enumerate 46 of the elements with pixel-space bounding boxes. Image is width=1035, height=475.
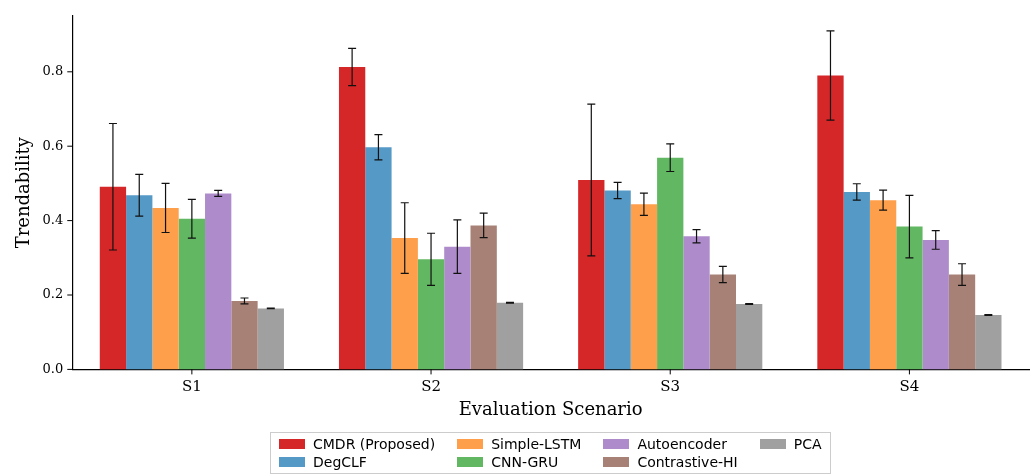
y-tick-label: 0.8 (42, 63, 64, 79)
bar (843, 191, 870, 370)
bar (683, 236, 710, 370)
y-tick-label: 0.2 (42, 286, 64, 302)
bar (630, 204, 658, 370)
x-tick-label: S4 (899, 377, 920, 396)
y-tick-label: 0.4 (42, 211, 64, 227)
legend-label: DegCLF (313, 454, 367, 470)
bar (391, 238, 418, 370)
bar (152, 207, 179, 370)
x-tick-label: S3 (660, 377, 681, 396)
legend-label: CMDR (Proposed) (313, 436, 436, 452)
bar (817, 75, 844, 370)
legend-label: PCA (793, 436, 822, 452)
bar (975, 315, 1002, 370)
legend-label: Simple-LSTM (491, 436, 582, 452)
bar (126, 195, 153, 370)
bar (338, 66, 366, 370)
bar (709, 274, 736, 370)
bar (205, 193, 232, 370)
bar (365, 147, 392, 370)
bar (257, 308, 284, 370)
bar (470, 225, 497, 370)
y-axis-title: Trendability (12, 136, 34, 249)
bar (178, 218, 206, 370)
bar (657, 157, 684, 370)
bar (948, 274, 976, 370)
bar (99, 186, 127, 370)
bar (231, 300, 258, 370)
legend-label: CNN-GRU (491, 454, 559, 470)
x-axis-title: Evaluation Scenario (458, 397, 643, 419)
bar (444, 246, 471, 370)
bar (578, 180, 605, 370)
bar (896, 226, 923, 370)
bar (869, 200, 897, 370)
bar (417, 259, 445, 370)
bar (922, 239, 949, 370)
x-tick-label: S1 (181, 377, 202, 396)
y-tick-label: 0.0 (42, 360, 64, 376)
bar (604, 190, 631, 370)
legend-label: Autoencoder (637, 436, 727, 452)
bar (496, 302, 524, 370)
bar (736, 303, 763, 370)
y-tick-label: 0.6 (42, 137, 64, 153)
x-tick-label: S2 (421, 377, 441, 396)
legend-label: Contrastive-HI (637, 454, 738, 470)
